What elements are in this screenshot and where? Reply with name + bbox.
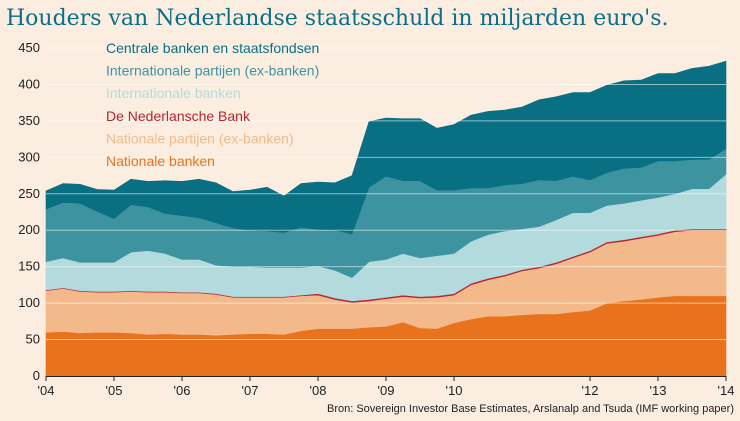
y-tick-label: 250	[18, 186, 40, 201]
legend-item-nationale-banken: Nationale banken	[106, 153, 215, 169]
legend-item-internationale-partijen-ex-banken: Internationale partijen (ex-banken)	[106, 63, 319, 79]
x-tick-label: '12	[582, 383, 599, 398]
x-tick-label: '07	[242, 383, 259, 398]
legend-item-internationale-banken: Internationale banken	[106, 85, 241, 101]
gridlines	[46, 47, 726, 341]
x-tick-label: '05	[106, 383, 123, 398]
x-tick-label: '10	[446, 383, 463, 398]
y-tick-label: 450	[18, 40, 40, 55]
chart-title: Houders van Nederlandse staatsschuld in …	[6, 6, 669, 31]
legend-item-de-nederlansche-bank: De Nederlansche Bank	[106, 108, 251, 124]
y-axis-ticks: 0 50 100 150 200 250 300 350 400 450	[18, 40, 40, 383]
source-note: Bron: Sovereign Investor Base Estimates,…	[327, 403, 734, 415]
y-tick-label: 100	[18, 295, 40, 310]
x-tick-label: '14	[718, 383, 735, 398]
y-tick-label: 50	[26, 332, 40, 347]
series-areas	[45, 60, 727, 377]
y-tick-label: 0	[33, 368, 40, 383]
y-tick-label: 400	[18, 76, 40, 91]
x-tick-label: '09	[378, 383, 395, 398]
y-tick-label: 350	[18, 113, 40, 128]
legend: Centrale banken en staatsfondsen Internat…	[106, 40, 319, 169]
legend-item-centrale-banken-en-staatsfondsen: Centrale banken en staatsfondsen	[106, 40, 319, 56]
x-tick-label: '08	[310, 383, 327, 398]
y-tick-label: 150	[18, 259, 40, 274]
x-tick-label: '13	[650, 383, 667, 398]
y-tick-label: 300	[18, 149, 40, 164]
legend-item-nationale-partijen-ex-banken: Nationale partijen (ex-banken)	[106, 130, 294, 146]
area-centrale-banken-en-staatsfondsen	[45, 60, 727, 235]
x-tick-label: '04	[38, 383, 55, 398]
x-axis-ticks: '04 '05 '06 '07 '08 '09 '10 '12 '13 '14	[38, 376, 735, 398]
y-tick-label: 200	[18, 222, 40, 237]
x-tick-label: '06	[174, 383, 191, 398]
